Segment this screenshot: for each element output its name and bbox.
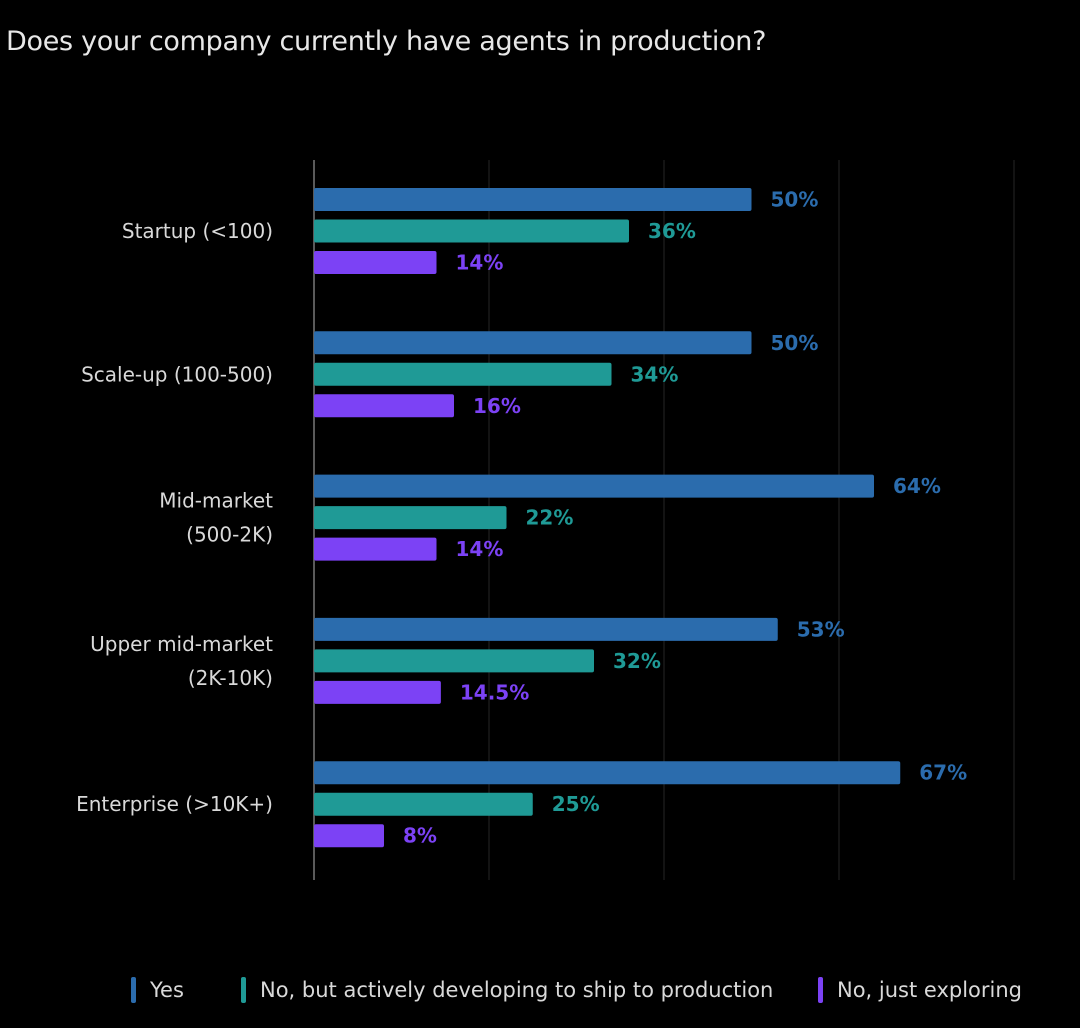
data-label: 53% xyxy=(797,617,845,641)
bar xyxy=(314,649,594,673)
data-label: 14% xyxy=(456,537,504,561)
category-label: (500-2K) xyxy=(186,523,273,547)
bar xyxy=(314,792,533,816)
legend-item-yes: Yes xyxy=(131,972,184,1008)
bar xyxy=(314,219,629,243)
legend-label-exploring: No, just exploring xyxy=(837,978,1023,1002)
value-labels: 50% 36% 14% 50% 34% 16% 64% 22% 14% 53% 32% 14.5% 67… xyxy=(403,188,967,848)
bar xyxy=(314,331,752,355)
data-label: 14% xyxy=(456,251,504,275)
data-label: 8% xyxy=(403,824,437,848)
legend: Yes No, but actively developing to ship … xyxy=(0,972,1080,1008)
bar xyxy=(314,394,454,418)
category-labels: Startup (<100) Scale-up (100-500) Mid-mark… xyxy=(76,219,273,816)
bar xyxy=(314,474,874,498)
data-label: 67% xyxy=(919,761,967,785)
data-label: 32% xyxy=(613,649,661,673)
bar-chart: 50% 36% 14% 50% 34% 16% 64% 22% 14% 53% 32% 14.5% 67… xyxy=(76,160,1015,880)
data-label: 25% xyxy=(552,792,600,816)
bar xyxy=(314,537,437,561)
data-label: 36% xyxy=(648,219,696,243)
chart-title: Does your company currently have agents … xyxy=(6,26,767,57)
bar xyxy=(314,251,437,274)
legend-item-developing: No, but actively developing to ship to p… xyxy=(241,972,773,1008)
bar xyxy=(314,824,384,848)
data-label: 50% xyxy=(771,188,819,212)
bar xyxy=(314,506,507,530)
data-label: 64% xyxy=(893,474,941,498)
data-label: 16% xyxy=(473,394,521,418)
legend-item-exploring: No, just exploring xyxy=(818,972,1022,1008)
legend-swatch-developing xyxy=(241,977,246,1003)
bar xyxy=(314,188,752,211)
bar xyxy=(314,617,778,641)
data-label: 34% xyxy=(631,362,679,386)
category-label: Enterprise (>10K+) xyxy=(76,792,273,816)
bar xyxy=(314,761,901,785)
category-label: Scale-up (100-500) xyxy=(81,362,273,386)
bars xyxy=(314,188,901,848)
legend-label-developing: No, but actively developing to ship to p… xyxy=(260,978,774,1002)
bar xyxy=(314,362,612,386)
data-label: 14.5% xyxy=(460,680,529,704)
legend-label-yes: Yes xyxy=(150,978,184,1002)
category-label: Upper mid-market xyxy=(90,632,273,656)
category-label: (2K-10K) xyxy=(188,666,273,690)
category-label: Startup (<100) xyxy=(122,219,273,243)
data-label: 50% xyxy=(771,331,819,355)
data-label: 22% xyxy=(526,506,574,530)
legend-swatch-yes xyxy=(131,977,136,1003)
legend-swatch-exploring xyxy=(818,977,823,1003)
category-label: Mid-market xyxy=(159,489,273,513)
bar xyxy=(314,680,441,704)
